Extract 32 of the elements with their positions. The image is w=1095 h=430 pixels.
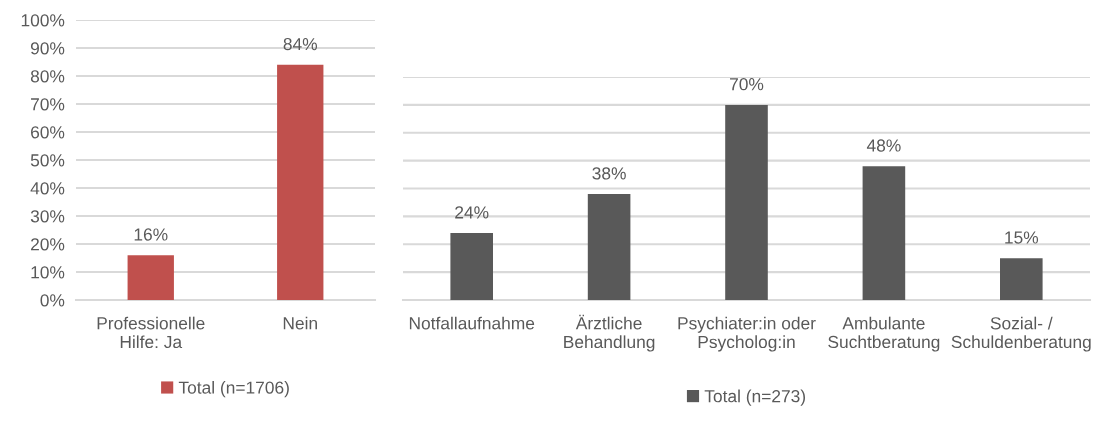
- data-label: 38%: [592, 167, 626, 180]
- data-label: 48%: [866, 139, 901, 152]
- y-tick-label: 20%: [31, 238, 65, 251]
- x-tick-label: Ärztliche Behandlung: [564, 314, 655, 352]
- x-tick-label: Ambulante Suchtberatung: [828, 316, 940, 352]
- y-tick-label: 10%: [31, 266, 65, 279]
- legend-label: Total (n=273): [704, 389, 806, 406]
- data-label: 16%: [134, 228, 168, 241]
- y-tick-label: 90%: [30, 42, 65, 55]
- legend-label: Total (n=1706): [178, 380, 289, 398]
- y-tick-label: 60%: [31, 126, 65, 139]
- x-tick-label: Sozial- / Schuldenberatung: [951, 316, 1091, 352]
- y-tick-label: 50%: [30, 154, 65, 167]
- bar: [1000, 258, 1043, 300]
- bar: [587, 194, 631, 300]
- y-tick-label: 80%: [30, 70, 65, 83]
- y-tick-label: 30%: [30, 210, 65, 223]
- x-tick-label: Nein: [283, 316, 317, 330]
- data-label: 70%: [730, 78, 764, 91]
- y-tick-label: 100%: [21, 14, 65, 27]
- bar: [862, 166, 906, 300]
- bar: [450, 233, 493, 300]
- data-label: 84%: [283, 37, 318, 51]
- x-tick-label: Psychiater:in oder Psycholog:in: [678, 316, 816, 352]
- x-tick-label: Notfallaufnahme: [409, 316, 535, 330]
- data-label: 15%: [1005, 231, 1039, 244]
- y-tick-label: 0%: [40, 294, 65, 307]
- bar: [725, 104, 768, 300]
- x-tick-label: Professionelle Hilfe: Ja: [97, 316, 205, 349]
- y-tick-label: 40%: [30, 182, 65, 195]
- data-label: 24%: [455, 206, 489, 219]
- y-tick-label: 70%: [31, 98, 65, 111]
